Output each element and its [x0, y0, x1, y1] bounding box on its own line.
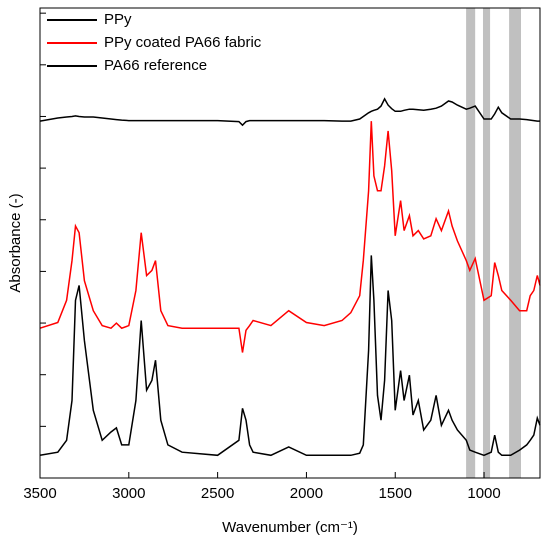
x-axis-label: Wavenumber (cm⁻¹)	[222, 519, 358, 536]
highlight-band	[466, 8, 476, 478]
legend-label: PPy	[104, 11, 132, 28]
x-tick-label: 2000	[290, 485, 323, 502]
x-tick-label: 3000	[112, 485, 145, 502]
highlight-band	[509, 8, 521, 478]
y-axis-label: Absorbance (-)	[7, 193, 24, 292]
highlight-band	[482, 8, 491, 478]
plot-frame	[39, 7, 541, 479]
spectrum-line	[39, 121, 541, 353]
legend-label: PPy coated PA66 fabric	[104, 34, 262, 51]
x-tick-label: 3500	[23, 485, 56, 502]
x-tick-label: 1000	[467, 485, 500, 502]
x-tick-label: 1500	[379, 485, 412, 502]
legend-label: PA66 reference	[104, 57, 207, 74]
x-tick-label: 2500	[201, 485, 234, 502]
spectrum-line	[39, 97, 540, 127]
spectrum-line	[39, 255, 541, 457]
